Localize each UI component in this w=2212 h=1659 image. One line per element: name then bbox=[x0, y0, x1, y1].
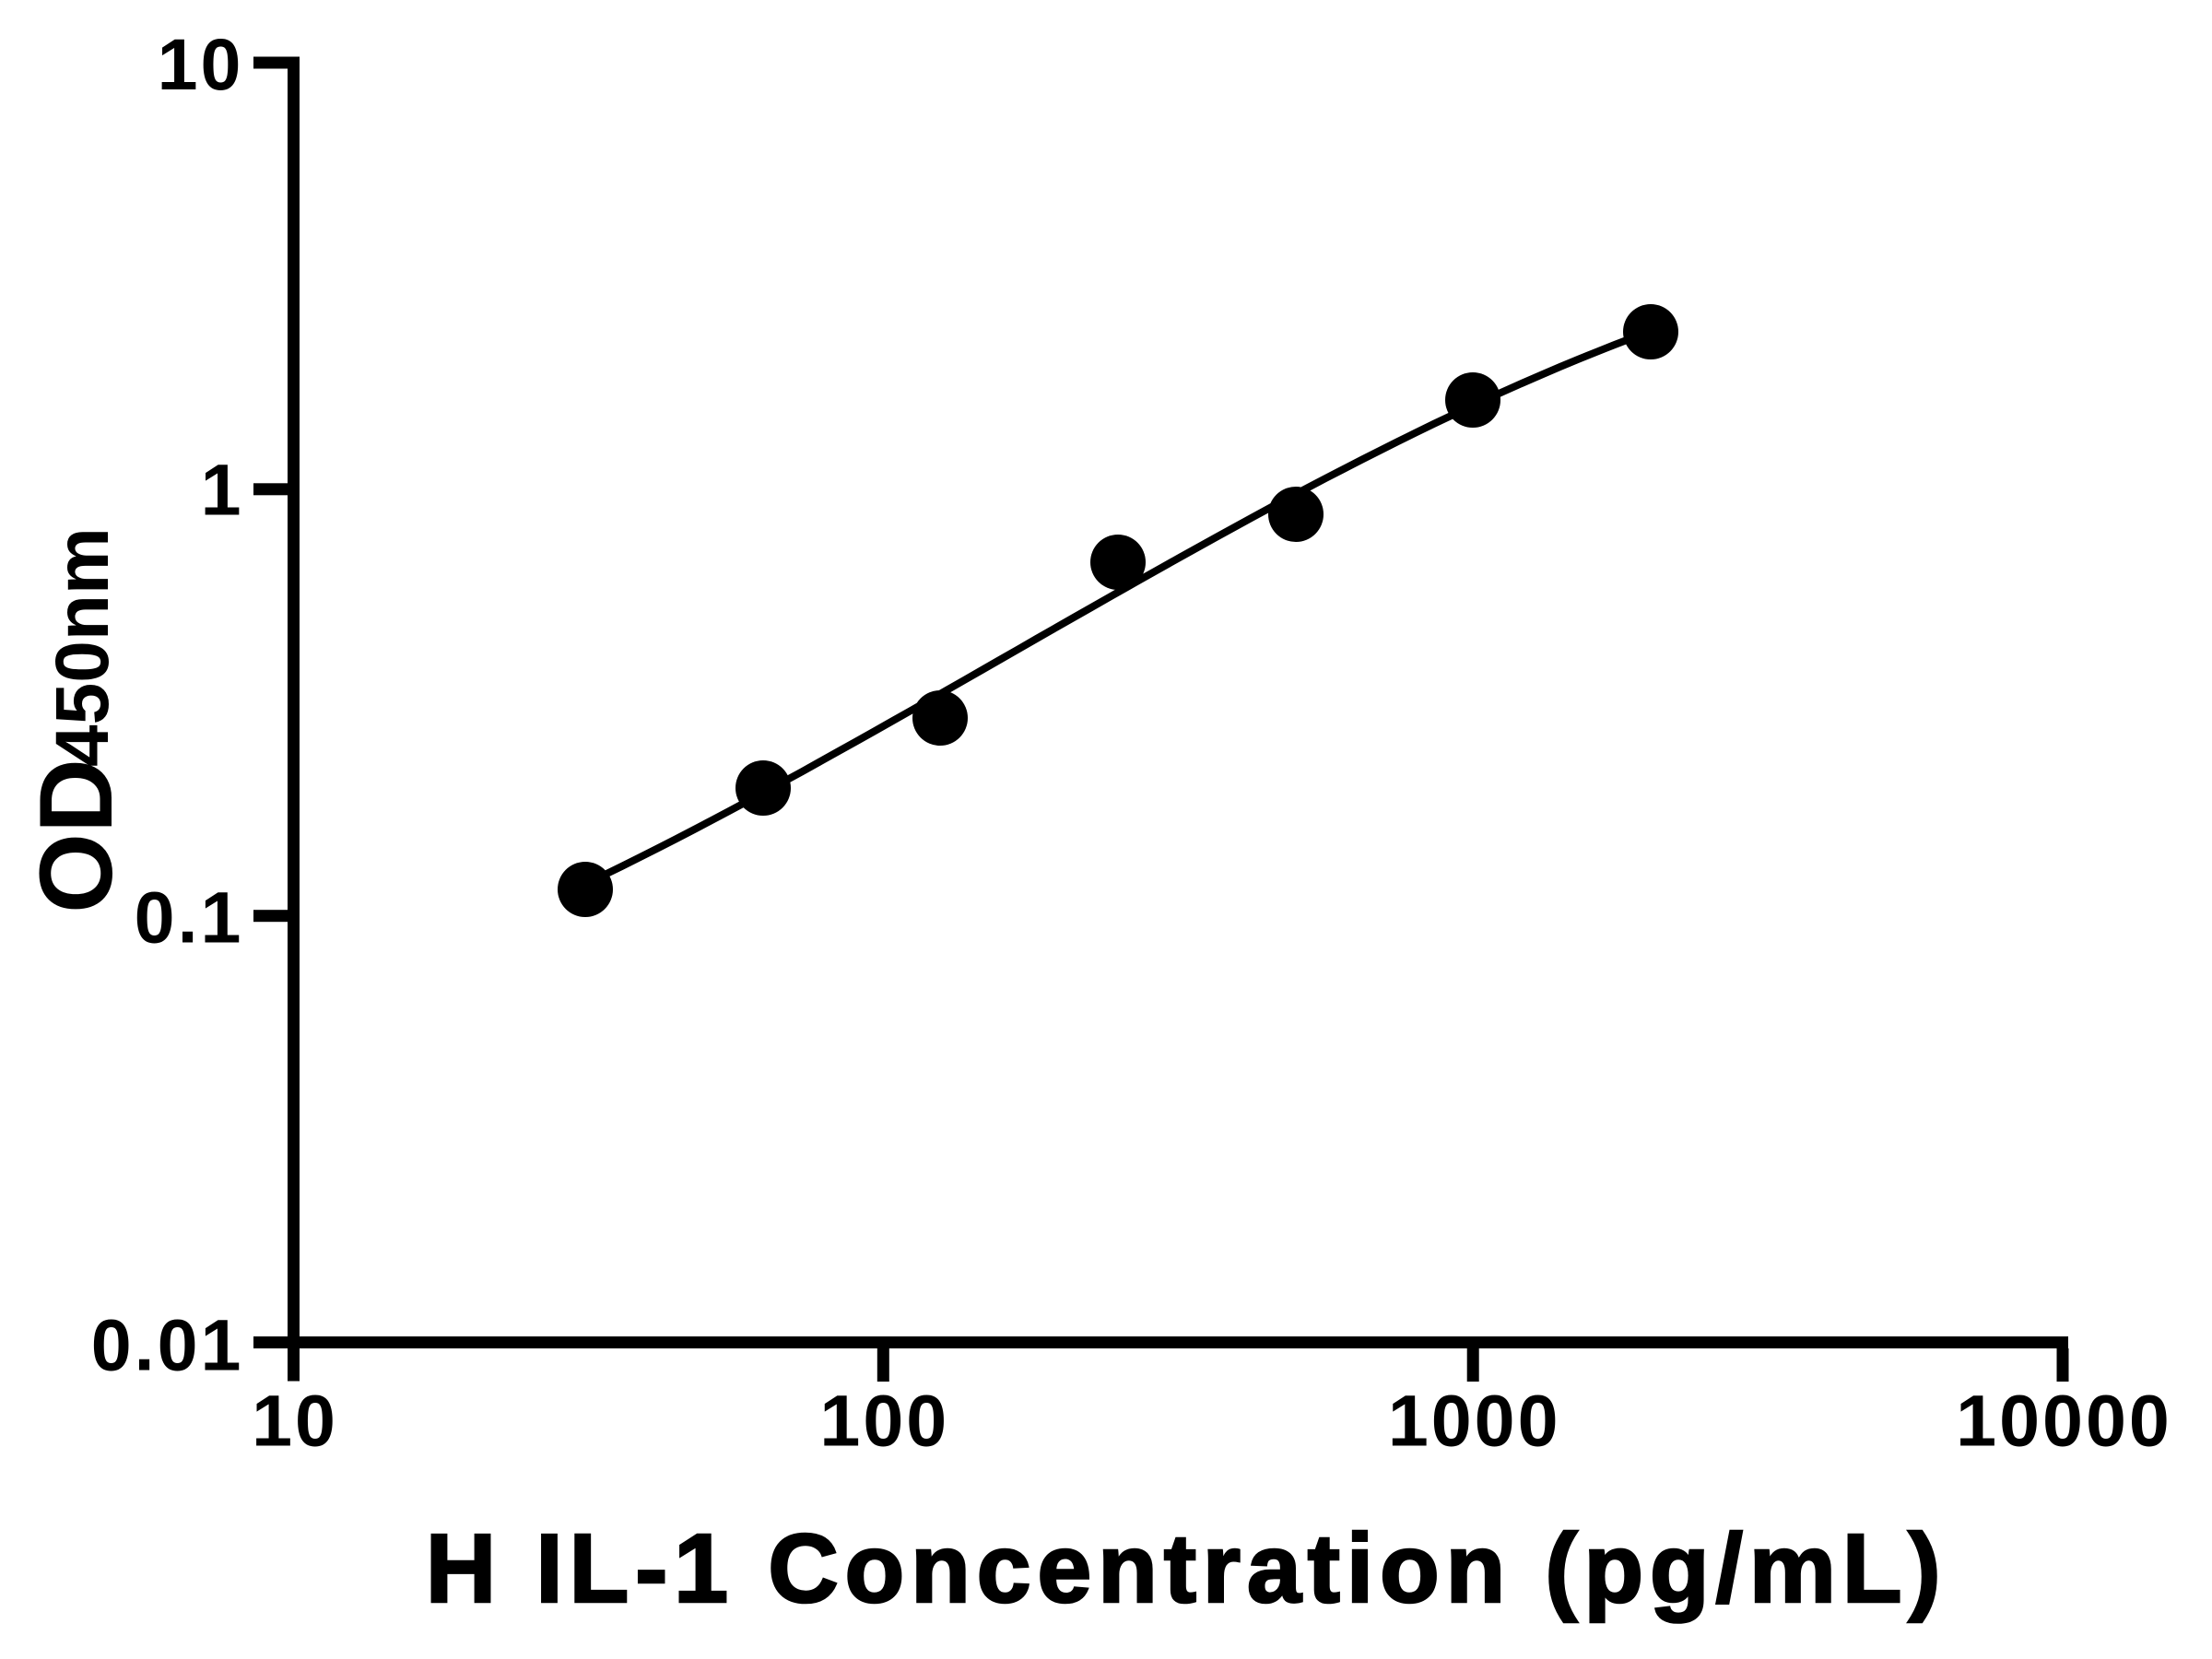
svg-text:H IL-1 Concentration (pg/mL): H IL-1 Concentration (pg/mL) bbox=[426, 1514, 1947, 1623]
svg-text:10000: 10000 bbox=[1956, 1380, 2172, 1462]
svg-text:1000: 1000 bbox=[1388, 1380, 1561, 1462]
svg-text:1: 1 bbox=[201, 449, 244, 531]
svg-text:0.01: 0.01 bbox=[91, 1304, 244, 1386]
svg-text:0.1: 0.1 bbox=[135, 877, 244, 959]
svg-text:100: 100 bbox=[819, 1380, 949, 1462]
svg-text:10: 10 bbox=[252, 1380, 338, 1462]
svg-text:10: 10 bbox=[158, 23, 244, 105]
